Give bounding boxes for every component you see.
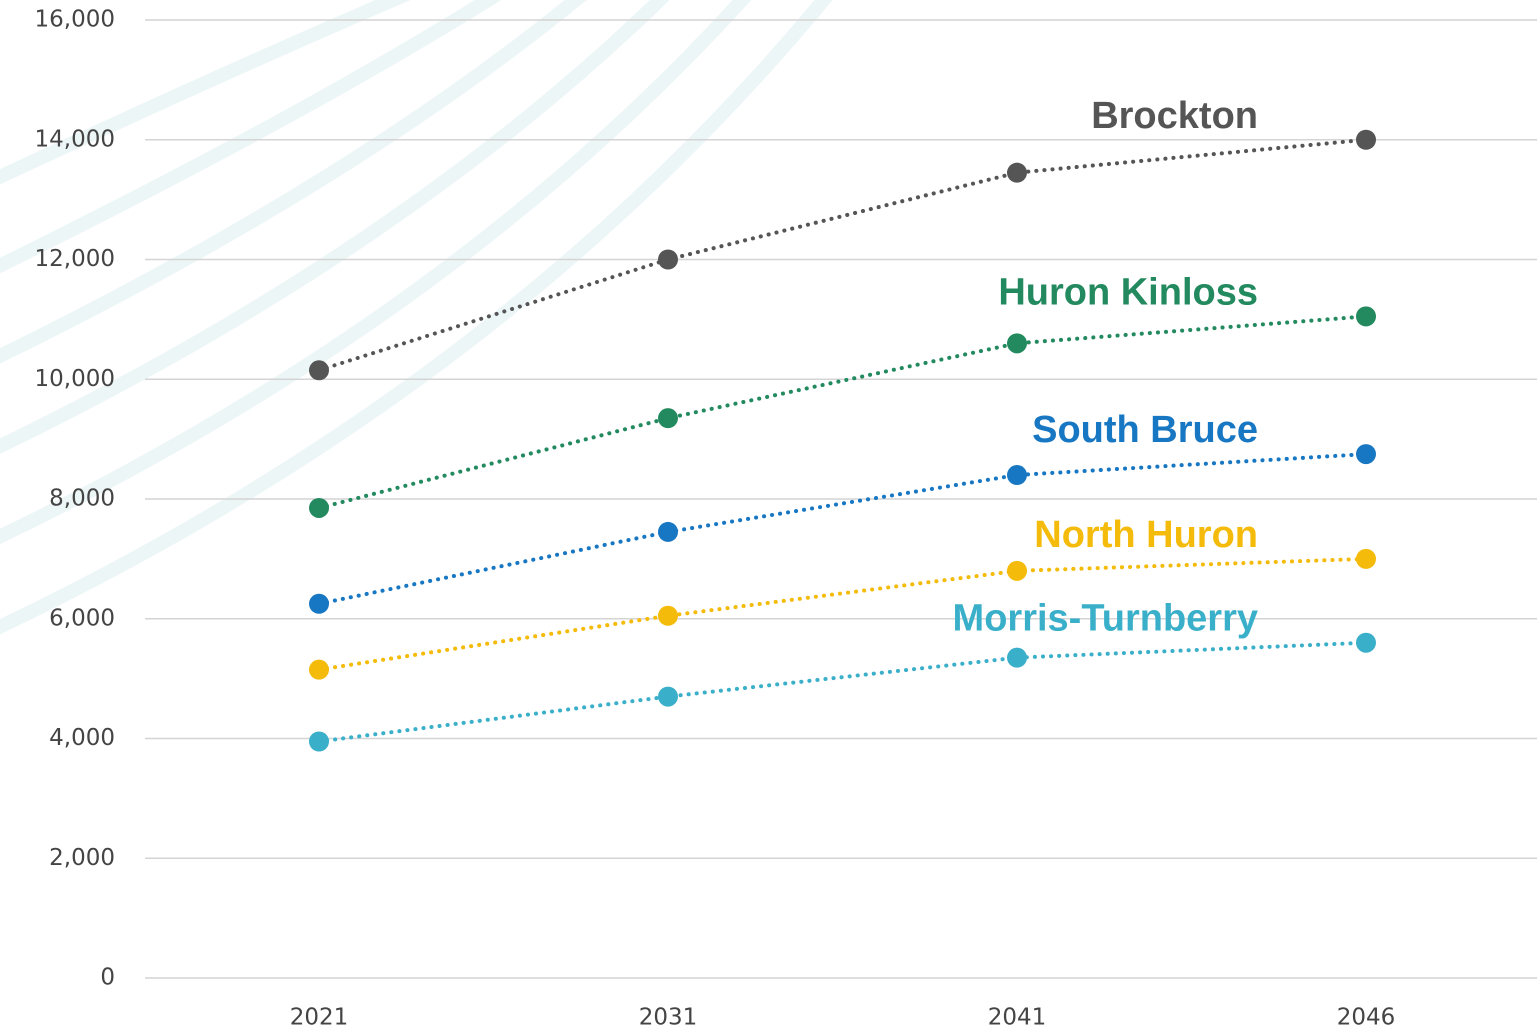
point [309, 497, 329, 518]
y-tick-label: 4,000 [49, 725, 115, 751]
point [658, 249, 678, 270]
point [1356, 306, 1376, 327]
y-tick-label: 8,000 [49, 486, 115, 512]
point [309, 593, 329, 614]
x-tick-label: 2046 [1337, 1005, 1396, 1031]
series-line [317, 314, 1368, 510]
series-label: Huron Kinloss [998, 271, 1258, 313]
series-label: Morris-Turnberry [953, 598, 1258, 640]
series-label: North Huron [1034, 514, 1258, 556]
point [658, 408, 678, 429]
point [309, 659, 329, 680]
y-tick-label: 14,000 [35, 126, 115, 152]
point [1007, 162, 1027, 183]
x-tick-label: 2031 [639, 1005, 698, 1031]
y-tick-label: 10,000 [35, 366, 115, 392]
series-line [317, 137, 1368, 373]
point [658, 605, 678, 626]
point [1007, 465, 1027, 486]
series-label: South Bruce [1032, 409, 1258, 451]
point [1356, 632, 1376, 653]
decoration [0, 0, 833, 635]
point [1007, 647, 1027, 668]
point [309, 360, 329, 381]
x-tick-label: 2021 [290, 1005, 349, 1031]
y-tick-label: 12,000 [35, 246, 115, 272]
y-tick-label: 16,000 [35, 7, 115, 33]
y-tick-label: 2,000 [49, 845, 115, 871]
series-line [317, 640, 1368, 744]
point [1007, 560, 1027, 581]
series-line [317, 556, 1368, 672]
point [1356, 548, 1376, 569]
point [1356, 129, 1376, 150]
point [658, 686, 678, 707]
series-line [317, 452, 1368, 606]
series-label: Brockton [1091, 95, 1258, 137]
point [1356, 444, 1376, 465]
point [1007, 333, 1027, 354]
y-tick-label: 0 [100, 965, 115, 991]
point [309, 731, 329, 752]
x-tick-label: 2041 [988, 1005, 1047, 1031]
point [658, 521, 678, 542]
y-tick-label: 6,000 [49, 605, 115, 631]
